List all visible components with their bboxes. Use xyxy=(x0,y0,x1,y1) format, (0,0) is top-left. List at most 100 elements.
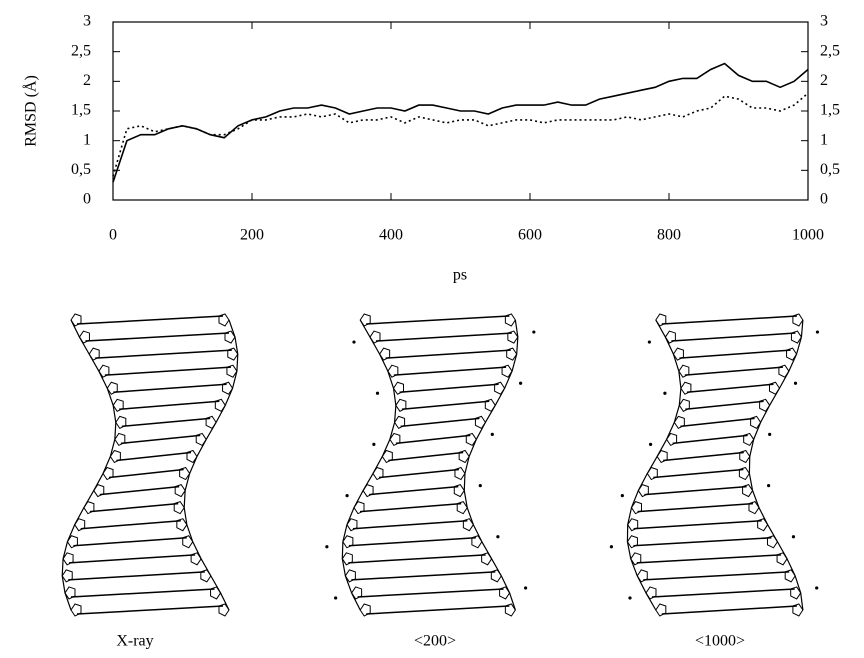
backbone xyxy=(655,319,666,338)
backbone xyxy=(494,387,506,406)
y2-tick-label: 2,5 xyxy=(820,42,840,59)
rmsd-line xyxy=(112,62,809,183)
sugar-ring xyxy=(630,552,642,566)
backbone xyxy=(70,319,80,338)
sugar-ring xyxy=(393,415,406,429)
water xyxy=(609,545,614,549)
backbone xyxy=(516,337,519,355)
rmsd-line xyxy=(112,92,809,177)
x-axis-label: ps xyxy=(453,267,467,284)
base-pair xyxy=(679,349,791,359)
sugar-ring xyxy=(205,415,217,429)
sugar-ring xyxy=(186,449,198,464)
sugar-ring xyxy=(481,552,493,566)
sugar-ring xyxy=(456,501,468,515)
sugar-ring xyxy=(672,347,684,361)
base-pair xyxy=(685,400,764,411)
sugar-ring xyxy=(106,381,118,395)
sugar-ring xyxy=(673,415,685,429)
sugar-ring xyxy=(344,569,356,583)
base-pair xyxy=(684,366,783,376)
sugar-ring xyxy=(680,381,692,395)
backbone xyxy=(215,405,226,423)
base-pair xyxy=(76,605,224,615)
water xyxy=(490,432,494,437)
sugar-ring xyxy=(195,432,207,447)
backbone xyxy=(379,353,389,372)
backbone xyxy=(769,387,781,406)
base-pair xyxy=(351,571,496,581)
base-pair xyxy=(661,315,797,325)
sugar-ring xyxy=(490,569,502,583)
base-pair xyxy=(378,468,460,479)
sugar-ring xyxy=(636,569,648,583)
sugar-ring xyxy=(630,501,642,515)
backbone xyxy=(359,319,371,338)
backbone xyxy=(626,541,632,559)
backbone xyxy=(484,404,496,423)
backbone xyxy=(392,388,397,406)
base-pair xyxy=(95,349,232,359)
base-pair xyxy=(400,417,480,428)
water xyxy=(815,330,820,334)
sugar-ring xyxy=(66,535,78,549)
sugar-ring xyxy=(112,398,124,412)
base-pair xyxy=(633,519,762,530)
base-pair xyxy=(119,400,220,411)
dna-structure: <1000> xyxy=(609,313,820,650)
sugar-ring xyxy=(218,313,230,327)
base-pair xyxy=(85,332,230,342)
backbone xyxy=(387,370,395,389)
sugar-ring xyxy=(102,466,114,481)
sugar-ring xyxy=(471,535,483,549)
sugar-ring xyxy=(222,381,234,395)
sugar-ring xyxy=(369,330,381,344)
base-pair xyxy=(672,434,748,445)
water xyxy=(648,442,653,447)
base-pair xyxy=(653,468,744,479)
base-pair xyxy=(643,571,790,581)
sugar-ring xyxy=(359,313,371,327)
backbone xyxy=(346,507,355,525)
sugar-ring xyxy=(627,518,639,532)
water xyxy=(496,535,500,539)
x-tick-label: 800 xyxy=(657,227,681,244)
sugar-ring xyxy=(494,381,506,395)
sugar-ring xyxy=(381,449,393,464)
sugar-ring xyxy=(484,398,496,412)
sugar-ring xyxy=(346,518,358,532)
water xyxy=(523,586,528,590)
backbone xyxy=(788,353,798,372)
base-pair xyxy=(401,400,490,411)
base-pair xyxy=(108,468,184,479)
sugar-ring xyxy=(506,347,518,361)
base-pair xyxy=(399,383,499,393)
water xyxy=(532,330,536,334)
y2-tick-label: 2 xyxy=(820,72,828,89)
base-pair xyxy=(70,588,215,598)
backbone xyxy=(749,439,755,457)
dna-structure: <200> xyxy=(325,313,536,650)
base-pair xyxy=(69,554,196,564)
structure-label: <1000> xyxy=(695,633,745,650)
water xyxy=(791,535,796,539)
base-pair xyxy=(348,537,476,547)
sugar-ring xyxy=(372,466,384,481)
sugar-ring xyxy=(182,535,194,549)
backbone xyxy=(114,422,117,440)
water xyxy=(815,586,819,590)
backbone xyxy=(463,490,468,508)
sugar-ring xyxy=(379,347,391,361)
base-pair xyxy=(671,332,796,342)
backbone xyxy=(636,575,647,594)
sugar-ring xyxy=(750,415,762,429)
backbone xyxy=(112,405,117,423)
backbone xyxy=(231,371,238,389)
backbone xyxy=(511,353,518,372)
backbone xyxy=(630,558,638,577)
backbone xyxy=(664,336,674,355)
backbone xyxy=(205,422,217,440)
sugar-ring xyxy=(792,313,804,327)
base-pair xyxy=(116,451,192,462)
y-tick-label: 0,5 xyxy=(71,161,91,178)
